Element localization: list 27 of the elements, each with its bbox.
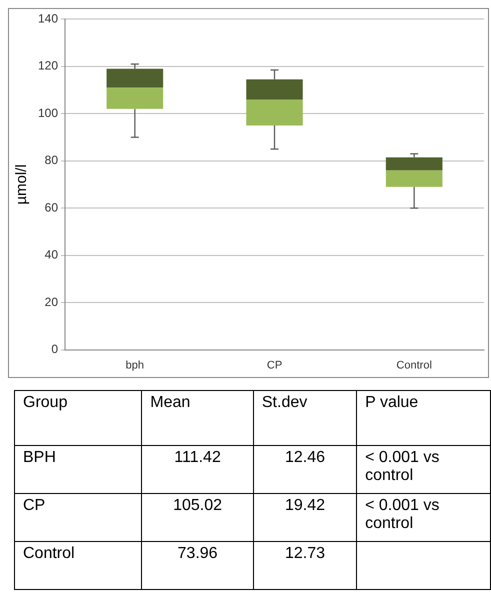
text: 111.42: [174, 449, 221, 466]
y-tick-label: 0: [51, 342, 58, 356]
text: P value: [365, 394, 418, 411]
text: 12.46: [284, 449, 326, 466]
text: Mean: [150, 394, 190, 411]
text: 19.42: [284, 497, 326, 514]
text: 105.02: [173, 497, 222, 514]
text: BPH: [23, 449, 56, 466]
text: < 0.001 vs control: [365, 449, 440, 484]
text: Control: [23, 545, 75, 562]
y-tick-label: 60: [44, 200, 58, 214]
y-tick-label: 140: [38, 12, 58, 26]
y-tick-label: 100: [38, 106, 58, 120]
text: CP: [23, 497, 46, 514]
y-tick-label: 80: [44, 153, 58, 168]
x-tick-label: bph: [126, 359, 144, 372]
y-tick-label: 120: [38, 58, 58, 73]
y-tick-label: 20: [44, 294, 58, 309]
text: Group: [23, 394, 68, 411]
x-tick-label: Control: [396, 359, 432, 372]
text: < 0.001 vs control: [365, 497, 440, 532]
y-tick-label: 40: [44, 248, 58, 262]
text: 73.96: [178, 545, 218, 562]
y-axis-title: µmol/l: [13, 164, 30, 205]
text: 12.73: [284, 545, 326, 562]
x-tick-label: CP: [266, 359, 282, 372]
text: St.dev: [262, 394, 308, 411]
